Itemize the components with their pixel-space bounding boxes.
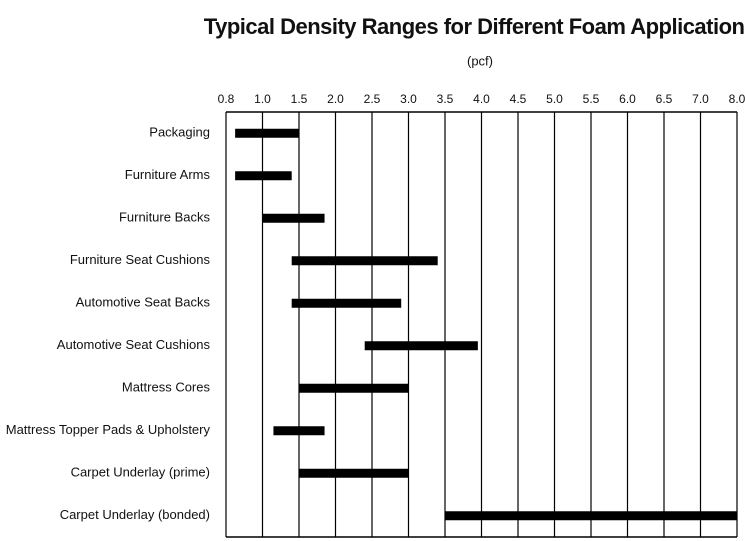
- range-bar: [235, 171, 292, 181]
- y-tick-label: Packaging: [149, 125, 210, 140]
- y-tick-label: Furniture Backs: [119, 210, 211, 225]
- x-tick-label: 5.0: [546, 92, 563, 106]
- chart-subtitle: (pcf): [467, 53, 493, 68]
- x-tick-label: 5.5: [583, 92, 600, 106]
- x-tick-label: 4.0: [473, 92, 490, 106]
- x-tick-label: 3.0: [400, 92, 417, 106]
- y-tick-label: Mattress Cores: [122, 380, 211, 395]
- y-tick-label: Furniture Seat Cushions: [70, 252, 211, 267]
- range-bar: [235, 128, 299, 138]
- range-bar: [262, 213, 325, 223]
- range-bar: [291, 256, 438, 266]
- range-bar: [291, 298, 402, 308]
- x-tick-label: 7.0: [692, 92, 709, 106]
- y-tick-label: Furniture Arms: [125, 167, 211, 182]
- y-tick-label: Automotive Seat Backs: [76, 295, 211, 310]
- x-tick-label: 8.0: [729, 92, 745, 106]
- x-tick-label: 4.5: [510, 92, 527, 106]
- x-tick-label: 6.5: [656, 92, 673, 106]
- x-tick-label: 2.5: [364, 92, 381, 106]
- range-bar: [299, 468, 409, 478]
- x-tick-label: 2.0: [327, 92, 344, 106]
- chart-title: Typical Density Ranges for Different Foa…: [204, 14, 745, 39]
- x-tick-label: 3.5: [437, 92, 454, 106]
- x-tick-label: 6.0: [619, 92, 636, 106]
- range-bar: [273, 426, 325, 436]
- x-tick-label: 1.0: [254, 92, 271, 106]
- y-tick-label: Mattress Topper Pads & Upholstery: [6, 422, 211, 437]
- range-bar: [299, 383, 409, 393]
- y-tick-label: Automotive Seat Cushions: [57, 337, 211, 352]
- x-tick-label: 1.5: [291, 92, 308, 106]
- y-tick-label: Carpet Underlay (bonded): [60, 507, 210, 522]
- range-bar: [364, 341, 478, 351]
- y-tick-label: Carpet Underlay (prime): [71, 465, 210, 480]
- range-bar: [445, 511, 737, 521]
- x-tick-label: 0.8: [218, 92, 235, 106]
